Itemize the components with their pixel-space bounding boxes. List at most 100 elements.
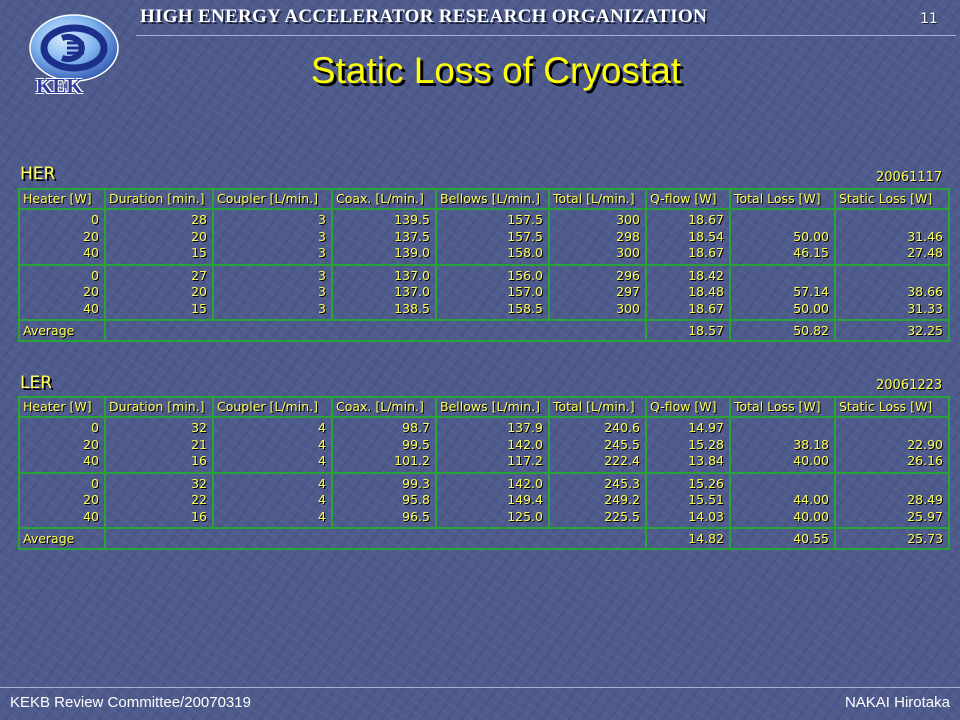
cell-value: 18.67 bbox=[688, 300, 724, 316]
cell-coax: 139.5 137.5 139.0 bbox=[331, 208, 437, 266]
cell-value: 20 bbox=[83, 436, 99, 452]
cell-value: 27 bbox=[191, 267, 207, 283]
header-row: Heater [W] Duration [min.] Coupler [L/min.… bbox=[18, 188, 950, 210]
cell-value: 46.15 bbox=[793, 245, 829, 260]
cell-total: 240.6 245.5 222.4 bbox=[548, 416, 647, 474]
cell-value: 32 bbox=[191, 475, 207, 491]
cell-value: 300 bbox=[616, 245, 640, 260]
cell-duration: 32 21 16 bbox=[104, 416, 214, 474]
cell-value: 158.0 bbox=[507, 245, 543, 260]
her-date: 20061117 bbox=[876, 170, 943, 185]
her-label: HER bbox=[20, 164, 56, 184]
column-header: Duration [min.] bbox=[104, 188, 214, 210]
average-qflow: 18.57 bbox=[645, 319, 731, 342]
page-title: Static Loss of Cryostat bbox=[310, 50, 682, 91]
cell-value: 3 bbox=[318, 267, 326, 283]
cell-value: 50.00 bbox=[793, 228, 829, 244]
cell-coax: 99.3 95.8 96.5 bbox=[331, 471, 437, 529]
cell-value: 40 bbox=[83, 508, 99, 524]
cell-static-loss: 22.90 26.16 bbox=[834, 416, 950, 474]
cell-value: 32 bbox=[191, 420, 207, 435]
cell-value: 15.51 bbox=[688, 492, 724, 507]
cell-value: 22 bbox=[191, 492, 207, 507]
cell-value: 21 bbox=[191, 436, 207, 452]
cell-qflow: 18.42 18.48 18.67 bbox=[645, 263, 731, 321]
average-total-loss: 50.82 bbox=[729, 319, 836, 342]
column-header: Total Loss [W] bbox=[729, 188, 836, 210]
cell-value: 20 bbox=[83, 492, 99, 507]
cell-value: 0 bbox=[91, 212, 99, 227]
header-row: Heater [W] Duration [min.] Coupler [L/min.… bbox=[18, 396, 950, 418]
header-divider bbox=[136, 35, 956, 36]
cell-value bbox=[839, 420, 943, 437]
cell-heater: 0 20 40 bbox=[18, 471, 106, 529]
cell-value: 44.00 bbox=[793, 492, 829, 507]
cell-value: 137.9 bbox=[507, 420, 543, 435]
cell-value: 99.5 bbox=[402, 436, 430, 452]
average-qflow: 14.82 bbox=[645, 527, 731, 550]
logo-text: KEK bbox=[36, 74, 83, 98]
cell-duration: 28 20 15 bbox=[104, 208, 214, 266]
cell-bellows: 137.9 142.0 117.2 bbox=[435, 416, 550, 474]
cell-value: 18.54 bbox=[688, 228, 724, 244]
cell-value: 225.5 bbox=[604, 508, 640, 524]
cell-value: 28 bbox=[191, 212, 207, 227]
cell-value: 99.3 bbox=[402, 475, 430, 491]
measurement-group: 0 20 40 27 20 15 3 3 3 137.0 137.0 138.5 156.0 157.0 1… bbox=[18, 263, 950, 321]
cell-total-loss: 50.00 46.15 bbox=[729, 208, 836, 266]
cell-value: 15 bbox=[191, 300, 207, 316]
cell-coax: 98.7 99.5 101.2 bbox=[331, 416, 437, 474]
average-row: Average 14.82 40.55 25.73 bbox=[18, 527, 950, 550]
cell-bellows: 157.5 157.5 158.0 bbox=[435, 208, 550, 266]
cell-qflow: 15.26 15.51 14.03 bbox=[645, 471, 731, 529]
cell-value: 298 bbox=[616, 228, 640, 244]
cell-value: 40.00 bbox=[793, 508, 829, 524]
cell-value: 20 bbox=[191, 284, 207, 299]
cell-value: 96.5 bbox=[402, 508, 430, 524]
cell-value bbox=[734, 420, 829, 437]
cell-value: 117.2 bbox=[507, 453, 543, 468]
cell-heater: 0 20 40 bbox=[18, 263, 106, 321]
cell-value: 20 bbox=[83, 228, 99, 244]
measurement-group: 0 20 40 32 22 16 4 4 4 99.3 95.8 96.5 142.0 149.4 125.… bbox=[18, 471, 950, 529]
her-table: Heater [W] Duration [min.] Coupler [L/min.… bbox=[18, 188, 950, 342]
cell-value: 245.3 bbox=[604, 475, 640, 491]
cell-value: 18.48 bbox=[688, 284, 724, 299]
footer-divider bbox=[0, 687, 960, 688]
cell-value: 4 bbox=[318, 475, 326, 491]
cell-value: 101.2 bbox=[394, 453, 430, 468]
ler-label: LER bbox=[20, 373, 53, 393]
column-header: Static Loss [W] bbox=[834, 396, 950, 418]
cell-value: 18.42 bbox=[688, 267, 724, 283]
cell-value: 3 bbox=[318, 284, 326, 299]
cell-bellows: 156.0 157.0 158.5 bbox=[435, 263, 550, 321]
cell-static-loss: 31.46 27.48 bbox=[834, 208, 950, 266]
column-header: Bellows [L/min.] bbox=[435, 188, 550, 210]
cell-value: 3 bbox=[318, 212, 326, 227]
cell-value: 139.5 bbox=[394, 212, 430, 227]
cell-value: 20 bbox=[83, 284, 99, 299]
cell-value: 16 bbox=[191, 508, 207, 524]
cell-value: 31.33 bbox=[907, 300, 943, 316]
cell-value: 137.0 bbox=[394, 284, 430, 299]
cell-value: 3 bbox=[318, 300, 326, 316]
cell-value: 300 bbox=[616, 300, 640, 316]
column-header: Heater [W] bbox=[18, 188, 106, 210]
cell-value: 14.97 bbox=[688, 420, 724, 435]
cell-value: 139.0 bbox=[394, 245, 430, 260]
cell-value: 98.7 bbox=[402, 420, 430, 435]
cell-value bbox=[839, 212, 943, 229]
cell-total: 300 298 300 bbox=[548, 208, 647, 266]
cell-value: 296 bbox=[616, 267, 640, 283]
cell-duration: 32 22 16 bbox=[104, 471, 214, 529]
average-row: Average 18.57 50.82 32.25 bbox=[18, 319, 950, 342]
cell-value bbox=[839, 268, 943, 285]
cell-value: 22.90 bbox=[907, 436, 943, 452]
cell-value: 4 bbox=[318, 453, 326, 468]
cell-value: 40 bbox=[83, 300, 99, 316]
cell-value: 50.00 bbox=[793, 300, 829, 316]
cell-total-loss: 44.00 40.00 bbox=[729, 471, 836, 529]
cell-value: 240.6 bbox=[604, 420, 640, 435]
